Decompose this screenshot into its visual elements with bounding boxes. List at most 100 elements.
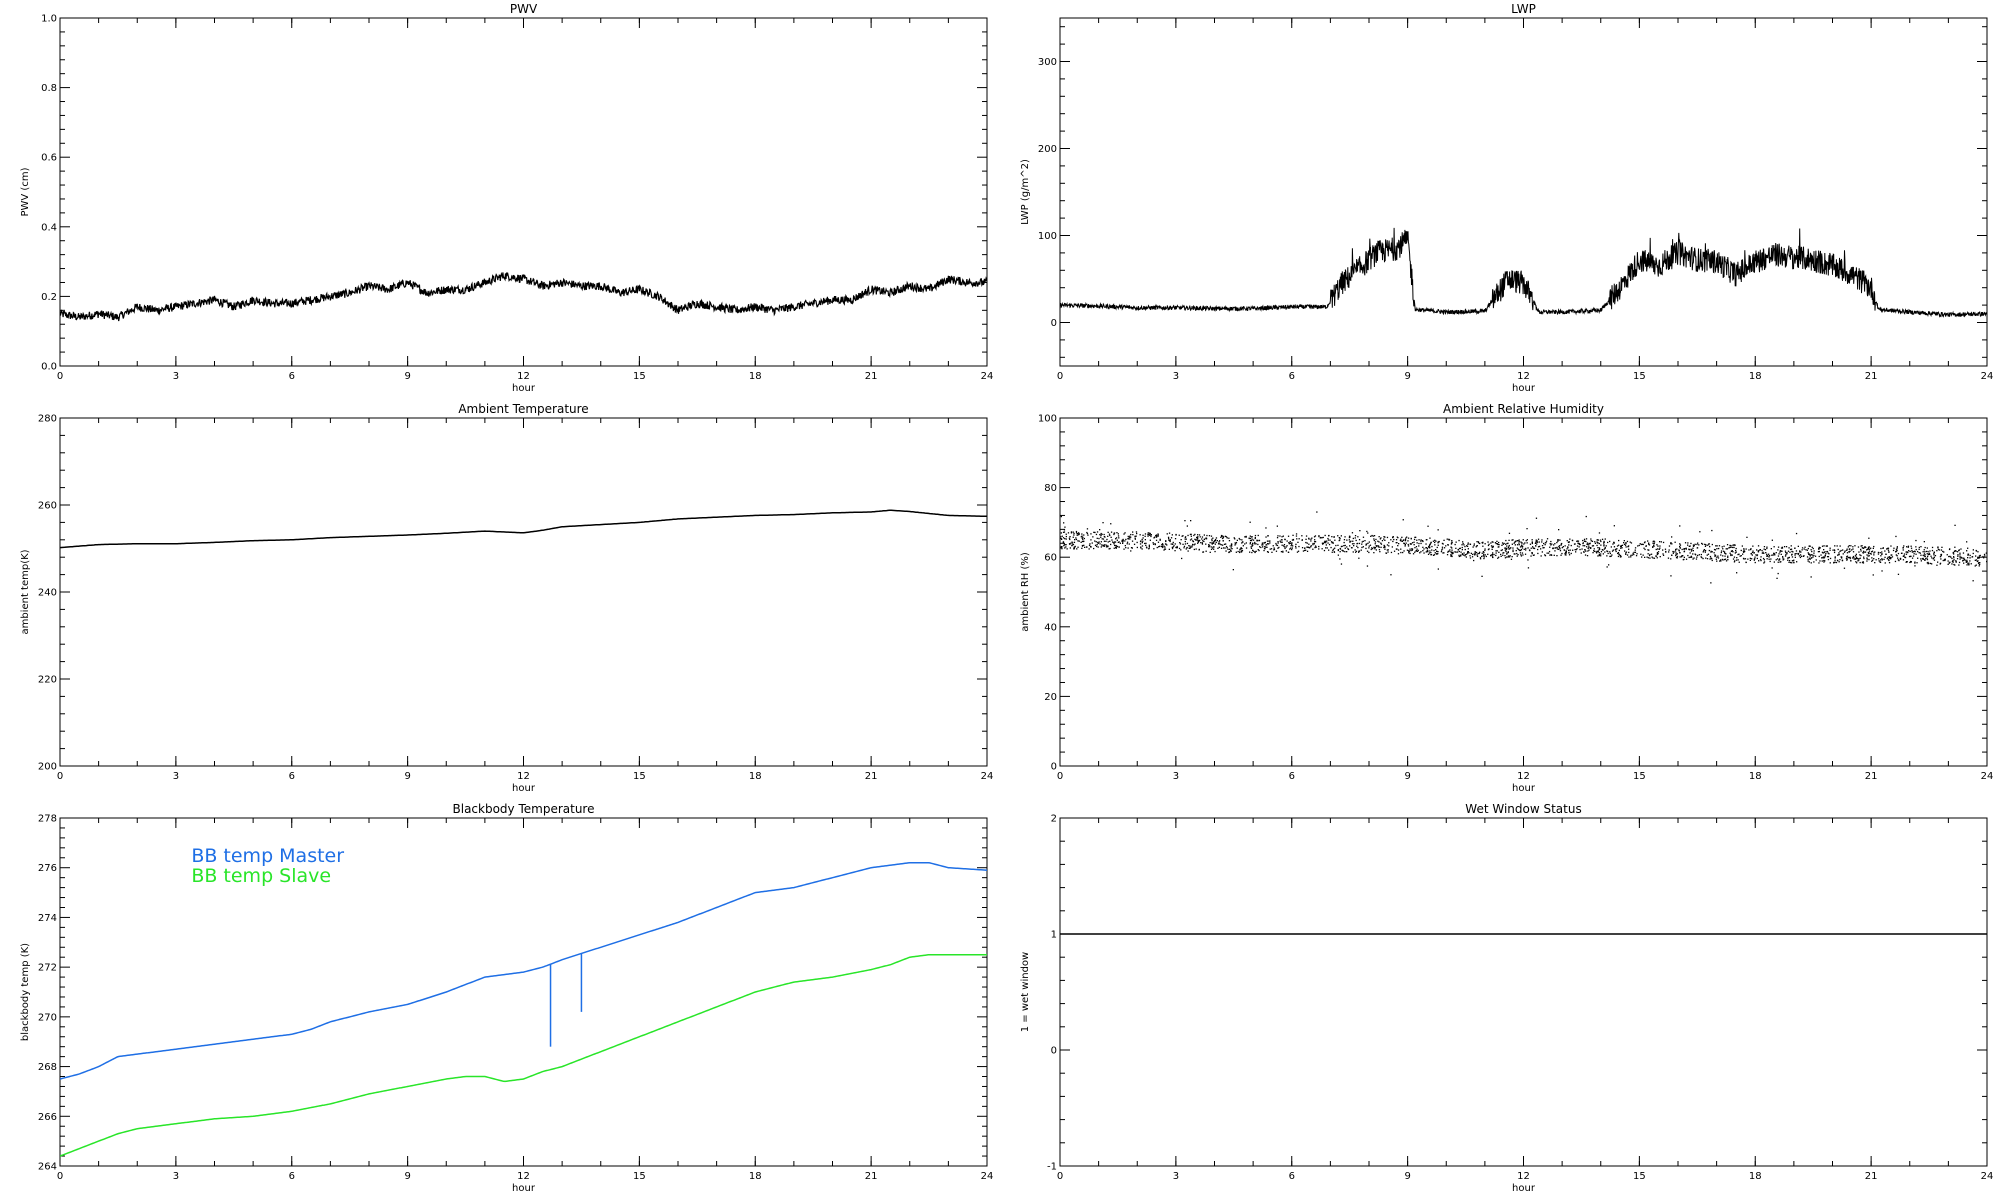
data-point	[1789, 561, 1792, 564]
data-point	[1498, 556, 1500, 558]
data-point	[1881, 551, 1883, 553]
data-point	[1937, 547, 1939, 549]
data-point	[1966, 559, 1968, 561]
series-noisy-line	[1060, 227, 1987, 318]
data-point	[1352, 537, 1354, 540]
data-point	[1564, 554, 1566, 556]
data-point	[1570, 544, 1572, 547]
data-point	[1720, 560, 1722, 562]
x-tick-label: 21	[865, 771, 878, 782]
data-point	[1702, 557, 1704, 560]
data-point	[1100, 532, 1102, 535]
data-point	[1376, 545, 1378, 548]
data-point	[1551, 543, 1553, 545]
data-point	[1858, 558, 1860, 560]
data-point	[1649, 557, 1651, 559]
data-point	[1251, 536, 1253, 538]
plot-frame	[1059, 817, 1988, 1167]
data-point	[1373, 552, 1375, 554]
data-point	[1166, 544, 1168, 546]
data-point	[1903, 553, 1906, 555]
data-point	[1917, 550, 1919, 553]
data-point	[1780, 561, 1782, 563]
data-point	[1915, 553, 1917, 555]
data-point	[1756, 549, 1758, 551]
series-line	[60, 953, 987, 1157]
data-point	[1373, 539, 1375, 542]
data-point	[1409, 552, 1411, 555]
data-point	[1618, 554, 1621, 556]
data-point	[1346, 539, 1348, 541]
data-point	[1762, 551, 1764, 553]
data-point	[1165, 543, 1167, 545]
data-point	[1429, 544, 1431, 546]
data-point	[1080, 536, 1082, 538]
data-point	[1596, 552, 1598, 554]
data-point	[1931, 549, 1934, 552]
data-point	[1694, 543, 1696, 545]
data-point	[1451, 555, 1453, 558]
data-point	[1763, 561, 1766, 563]
x-tick-label: 9	[1404, 1171, 1410, 1182]
data-point	[1337, 554, 1339, 556]
data-point	[1231, 545, 1233, 547]
data-point	[1284, 538, 1286, 540]
data-point	[1794, 553, 1796, 555]
data-point	[1649, 553, 1651, 556]
data-point	[1962, 559, 1964, 561]
x-tick-label: 3	[1173, 371, 1179, 382]
data-point	[1343, 545, 1345, 547]
data-point	[1679, 547, 1681, 549]
data-point	[1502, 543, 1504, 545]
data-point	[1812, 547, 1814, 550]
data-point	[1868, 553, 1870, 555]
data-point	[1168, 532, 1171, 534]
data-point	[1372, 535, 1374, 537]
data-point	[1524, 542, 1526, 544]
data-point	[1222, 540, 1224, 542]
data-point	[1443, 539, 1445, 541]
data-point	[1267, 551, 1269, 553]
data-point	[1397, 549, 1400, 551]
data-point	[1966, 541, 1968, 543]
data-point	[1685, 547, 1687, 549]
data-point	[1735, 549, 1737, 552]
data-point	[1271, 551, 1273, 553]
data-point	[1168, 548, 1170, 550]
data-point	[1517, 554, 1519, 556]
data-point	[1834, 557, 1836, 559]
x-tick-label: 24	[981, 1171, 994, 1182]
data-point	[1450, 543, 1453, 545]
data-point	[1625, 546, 1627, 548]
data-point	[1846, 559, 1848, 561]
data-point	[1927, 555, 1929, 557]
data-point	[1305, 549, 1307, 551]
data-point	[1310, 538, 1312, 540]
data-point	[1878, 558, 1880, 560]
data-point	[1218, 546, 1220, 548]
data-point	[1065, 533, 1067, 535]
data-point	[1206, 534, 1208, 537]
data-point	[1374, 541, 1377, 543]
data-point	[1485, 555, 1487, 558]
data-point	[1184, 540, 1186, 543]
data-point	[1114, 541, 1117, 543]
data-point	[1149, 534, 1151, 536]
data-point	[1213, 548, 1215, 550]
data-point	[1368, 545, 1370, 547]
data-point	[1777, 555, 1780, 557]
data-point	[1683, 556, 1685, 558]
data-point	[1897, 559, 1899, 561]
data-point	[1451, 540, 1453, 542]
data-point	[1566, 548, 1568, 550]
data-point	[1705, 557, 1707, 559]
y-tick-label: 0.8	[41, 83, 57, 94]
data-point	[1286, 545, 1288, 547]
data-point	[1546, 538, 1549, 540]
data-point	[1504, 557, 1507, 559]
data-point	[1735, 547, 1737, 550]
data-point	[1501, 549, 1503, 551]
data-point	[1282, 550, 1284, 552]
data-point	[1750, 553, 1752, 555]
data-point	[1330, 541, 1333, 543]
